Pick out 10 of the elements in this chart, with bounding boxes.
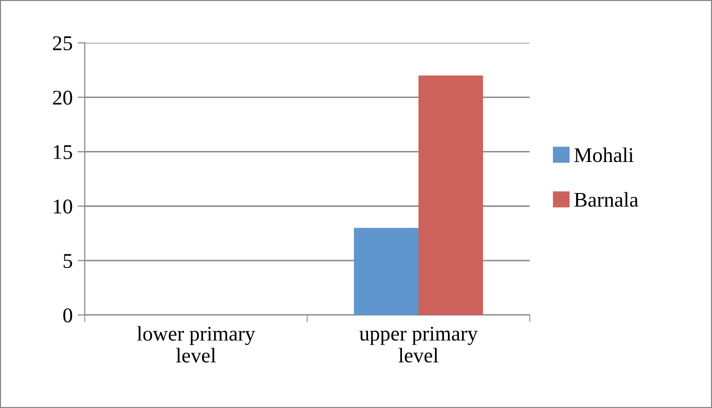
y-tick-label: 25 [53, 36, 72, 50]
x-tick-label: upper primary level [359, 326, 478, 363]
y-tick-label: 10 [54, 199, 72, 214]
x-tick-label: lower primary level [137, 326, 256, 363]
legend-label: Barnala [574, 192, 638, 207]
y-tick-label: 15 [54, 145, 72, 160]
y-tick-label: 5 [64, 254, 72, 268]
y-tick-label: 20 [53, 90, 72, 105]
legend-label: Mohali [574, 148, 634, 162]
y-tick-label: 0 [63, 308, 72, 322]
